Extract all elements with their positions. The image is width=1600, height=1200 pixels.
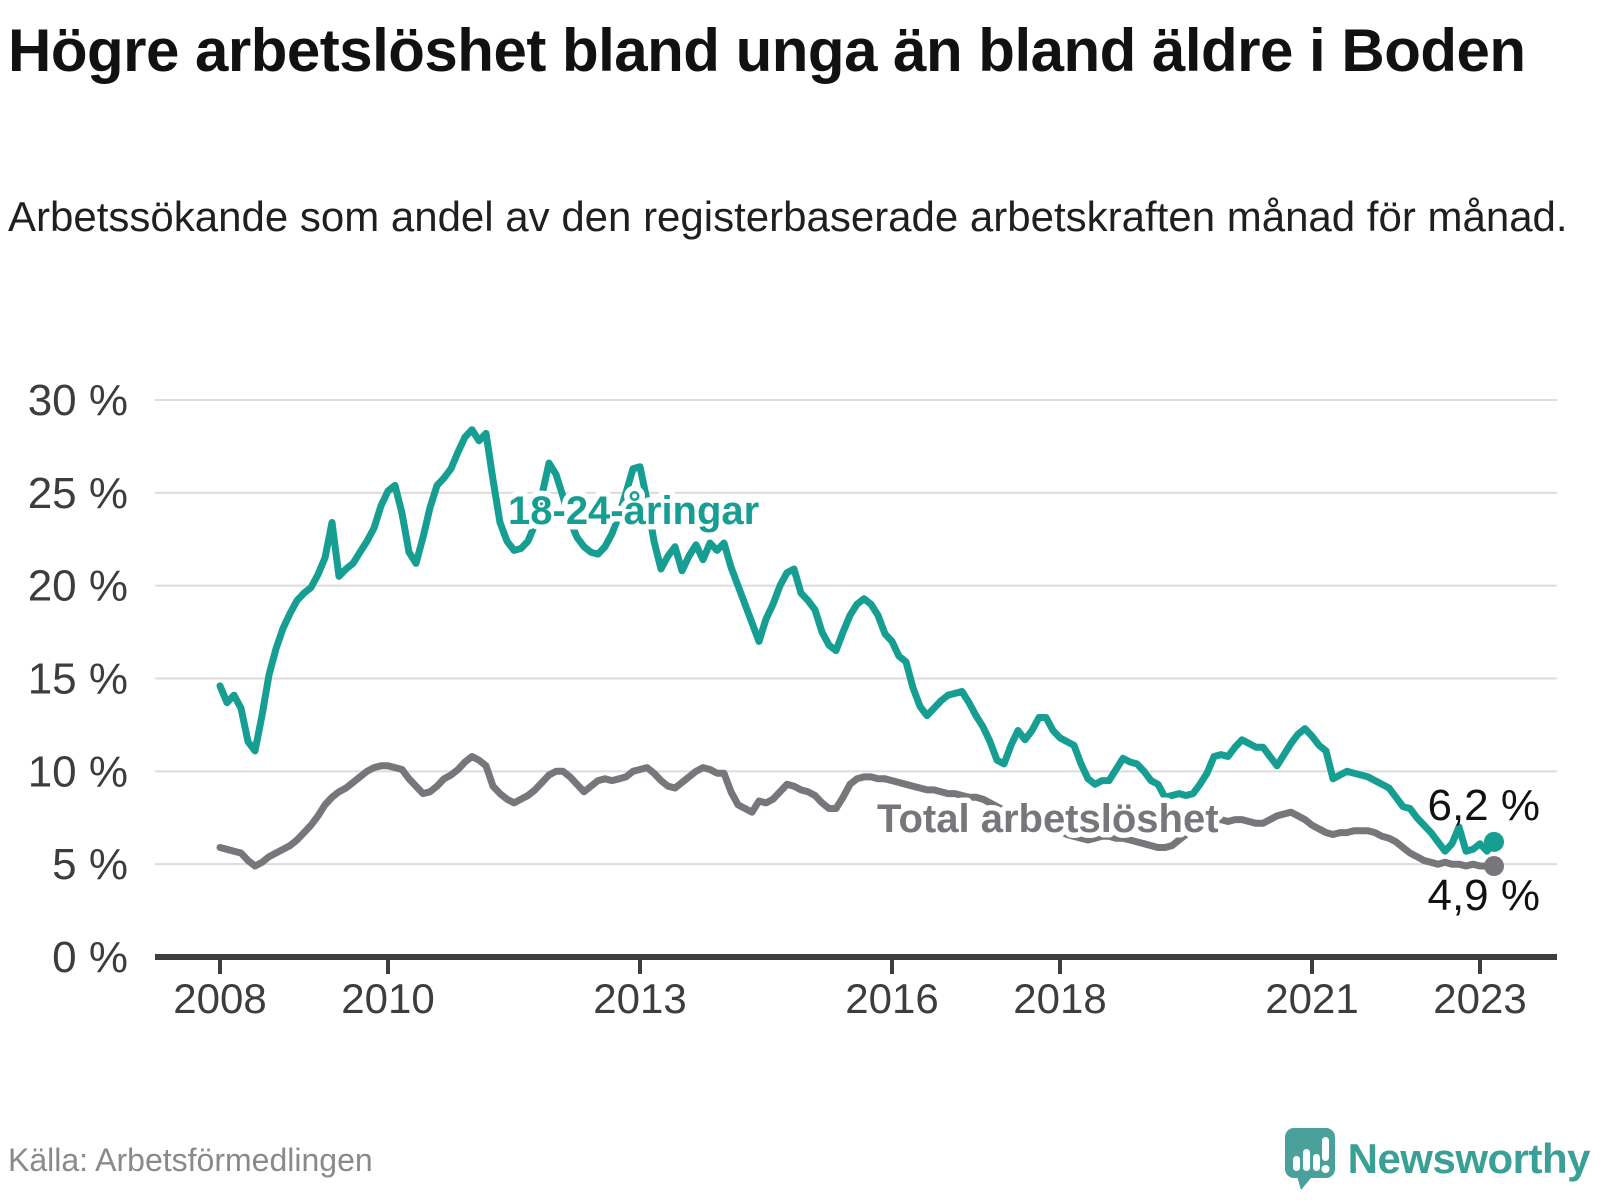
series-label-total: Total arbetslöshet	[877, 797, 1219, 841]
series-label-youth: 18-24-åringar	[508, 489, 759, 533]
x-tick-label-2010: 2010	[341, 975, 434, 1022]
series-line-18-24-åringar	[216, 426, 1498, 855]
x-tick-label-2023: 2023	[1433, 975, 1526, 1022]
newsworthy-logo: Newsworthy	[1284, 1126, 1591, 1192]
source-note: Källa: Arbetsförmedlingen	[8, 1142, 373, 1178]
series-end-dot-18-24-åringar	[1484, 831, 1504, 852]
newsworthy-wordmark: Newsworthy	[1347, 1135, 1591, 1182]
y-tick-label-0: 0 %	[52, 933, 128, 982]
end-value-label-youth: 6,2 %	[1427, 781, 1540, 830]
page-subtitle: Arbetssökande som andel av den registerb…	[8, 193, 1568, 240]
newsworthy-icon	[1284, 1127, 1336, 1191]
end-value-label-total: 4,9 %	[1427, 871, 1540, 920]
y-tick-label-15: 15 %	[28, 655, 128, 704]
axis-labels-layer: 0 % 5 % 10 % 15 % 20 % 25 % 30 % 2008 2010 2013 20…	[28, 376, 1527, 1022]
x-tick-label-2018: 2018	[1013, 975, 1106, 1022]
y-tick-label-25: 25 %	[28, 469, 128, 518]
series-layer	[216, 426, 1504, 877]
page-title: Högre arbetslöshet bland unga än bland ä…	[8, 17, 1526, 84]
y-tick-label-5: 5 %	[52, 840, 128, 889]
gridlines-layer	[155, 399, 1557, 974]
series-line-Total arbetslöshet	[216, 753, 1498, 870]
series-end-dot-Total arbetslöshet	[1484, 856, 1504, 877]
y-tick-label-10: 10 %	[28, 747, 128, 796]
x-tick-label-2016: 2016	[845, 975, 938, 1022]
x-tick-label-2021: 2021	[1265, 975, 1358, 1022]
y-tick-label-20: 20 %	[28, 562, 128, 611]
x-tick-label-2013: 2013	[593, 975, 686, 1022]
x-tick-label-2008: 2008	[173, 975, 266, 1022]
y-tick-label-30: 30 %	[28, 376, 128, 425]
